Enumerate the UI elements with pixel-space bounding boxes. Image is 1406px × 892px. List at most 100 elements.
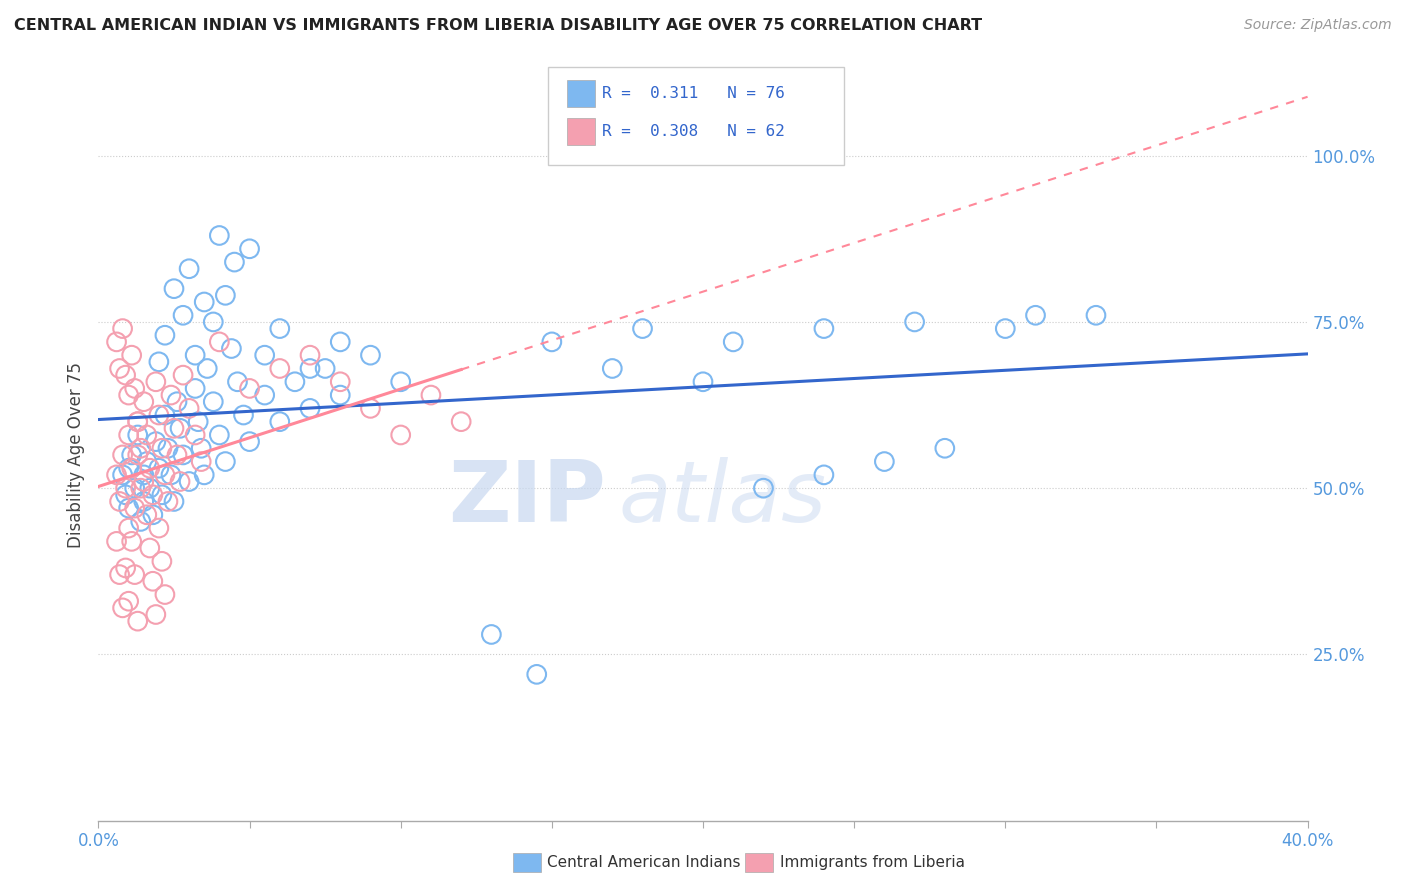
Point [329, 334, 352, 349]
Point [111, 467, 134, 482]
Point [148, 521, 170, 535]
Point [129, 442, 152, 456]
Point [121, 461, 143, 475]
Point [208, 428, 231, 442]
Point [124, 381, 146, 395]
Point [111, 321, 134, 335]
Point [813, 321, 835, 335]
Point [202, 394, 225, 409]
Text: Source: ZipAtlas.com: Source: ZipAtlas.com [1244, 18, 1392, 32]
Point [108, 361, 131, 376]
Point [142, 488, 165, 502]
Point [184, 381, 207, 395]
Point [108, 567, 131, 582]
Point [148, 461, 170, 475]
Point [145, 607, 167, 622]
Point [124, 567, 146, 582]
Point [114, 561, 136, 575]
Point [208, 228, 231, 243]
Point [221, 342, 243, 356]
Point [179, 401, 201, 416]
Point [329, 388, 352, 402]
Point [156, 442, 179, 456]
Point [193, 295, 215, 310]
Point [127, 614, 149, 628]
Point [163, 494, 186, 508]
Point [142, 508, 165, 522]
Point [420, 388, 443, 402]
Point [135, 508, 157, 522]
Point [153, 408, 176, 422]
Point [481, 627, 503, 641]
Point [132, 394, 155, 409]
Point [108, 494, 131, 508]
Point [160, 388, 183, 402]
Point [723, 334, 745, 349]
Point [139, 541, 162, 555]
Text: Immigrants from Liberia: Immigrants from Liberia [780, 855, 966, 870]
Point [139, 461, 162, 475]
Point [214, 454, 236, 468]
Point [148, 355, 170, 369]
Point [118, 388, 141, 402]
Point [153, 328, 176, 343]
Point [114, 488, 136, 502]
Text: ZIP: ZIP [449, 458, 606, 541]
Point [299, 401, 322, 416]
Point [118, 461, 141, 475]
Point [314, 361, 336, 376]
Point [873, 454, 896, 468]
Y-axis label: Disability Age Over 75: Disability Age Over 75 [66, 362, 84, 548]
Point [193, 467, 215, 482]
Point [631, 321, 654, 335]
Point [226, 375, 249, 389]
Point [269, 361, 291, 376]
Point [329, 375, 352, 389]
Point [752, 481, 775, 495]
Point [118, 501, 141, 516]
Point [172, 448, 194, 462]
Point [224, 255, 246, 269]
Point [145, 375, 167, 389]
Point [389, 428, 412, 442]
Point [150, 488, 173, 502]
Point [202, 315, 225, 329]
Point [114, 368, 136, 383]
Point [253, 388, 276, 402]
Point [269, 321, 291, 335]
Point [156, 494, 179, 508]
Point [190, 454, 212, 468]
Point [190, 442, 212, 456]
Point [163, 421, 186, 435]
Point [239, 434, 262, 449]
Point [111, 600, 134, 615]
Point [127, 415, 149, 429]
Point [450, 415, 472, 429]
Point [239, 381, 262, 395]
Point [692, 375, 714, 389]
Point [934, 442, 956, 456]
Point [145, 434, 167, 449]
Point [602, 361, 624, 376]
Point [169, 421, 191, 435]
Point [232, 408, 254, 422]
Point [127, 428, 149, 442]
Point [179, 475, 201, 489]
Point [121, 534, 143, 549]
Point [994, 321, 1017, 335]
Point [540, 334, 562, 349]
Text: R =  0.308   N = 62: R = 0.308 N = 62 [602, 124, 785, 138]
Point [118, 428, 141, 442]
Point [360, 348, 382, 362]
Point [195, 361, 218, 376]
Point [118, 521, 141, 535]
Point [184, 428, 207, 442]
Point [172, 308, 194, 322]
Point [214, 288, 236, 302]
Point [269, 415, 291, 429]
Point [121, 448, 143, 462]
Point [150, 554, 173, 568]
Point [148, 408, 170, 422]
Point [153, 467, 176, 482]
Point [187, 415, 209, 429]
